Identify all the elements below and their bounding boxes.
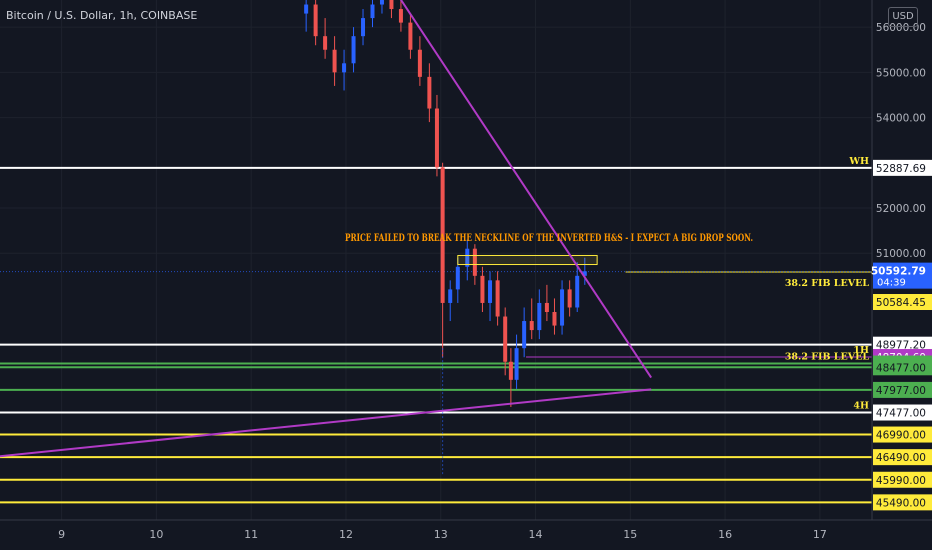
price-badge-label: 48977.20	[876, 340, 926, 352]
y-tick-label: 55000.00	[876, 67, 926, 79]
candle-body	[351, 36, 356, 64]
y-tick-label: 51000.00	[876, 248, 926, 260]
y-tick-label: 54000.00	[876, 113, 926, 125]
candle-body	[389, 0, 394, 10]
neckline-box[interactable]	[457, 254, 598, 266]
candle-body	[529, 321, 534, 331]
x-tick-label: 14	[529, 528, 543, 541]
currency-button[interactable]: USD	[888, 7, 918, 27]
level-tag: WH	[848, 156, 869, 167]
x-tick-label: 11	[244, 528, 258, 541]
x-tick-label: 13	[434, 528, 448, 541]
price-badge-label: 47477.00	[876, 408, 926, 420]
price-badge-label: 47977.00	[876, 385, 926, 397]
candle-body	[370, 4, 375, 19]
x-tick-label: 12	[339, 528, 353, 541]
candle-body	[508, 361, 513, 380]
symbol-title: Bitcoin / U.S. Dollar, 1h, COINBASE	[6, 9, 198, 22]
candle-body	[552, 312, 557, 326]
countdown-label: 04:39	[877, 278, 906, 289]
price-badge	[873, 359, 932, 376]
candle-body	[408, 22, 413, 50]
price-badge-label: 46990.00	[876, 430, 926, 442]
candle-body	[544, 302, 549, 312]
chart-grid	[0, 0, 872, 520]
candle-body	[427, 76, 432, 109]
current-price-label: 50592.79	[871, 266, 926, 278]
price-badge	[873, 449, 932, 466]
candle-body	[417, 49, 422, 77]
candle-body	[342, 63, 347, 73]
candle-body	[495, 280, 500, 317]
x-tick-label: 17	[813, 528, 827, 541]
x-tick-label: 16	[718, 528, 732, 541]
candle-body	[304, 4, 309, 14]
candle-body	[379, 0, 384, 5]
fib-level-tag: 38.2 FIB LEVEL	[785, 278, 870, 289]
candle-body	[434, 108, 439, 168]
candle-body	[582, 271, 587, 276]
candle-body	[472, 248, 477, 276]
ascending-trendline[interactable]	[0, 388, 652, 458]
candle-body	[567, 289, 572, 308]
candle-body	[537, 302, 542, 331]
candle-body	[313, 4, 318, 37]
price-badge	[873, 336, 932, 353]
candle-body	[503, 316, 508, 362]
x-tick-label: 10	[149, 528, 163, 541]
candle-body	[398, 9, 403, 23]
price-badge-label: 45490.00	[876, 497, 926, 509]
price-badge-label: 46490.00	[876, 452, 926, 464]
candle-body	[332, 49, 337, 73]
price-badge	[873, 494, 932, 511]
annotation-text[interactable]: PRICE FAILED TO BREAK THE NECKLINE OF TH…	[345, 233, 753, 244]
price-badge-label: 48477.00	[876, 362, 926, 374]
y-tick-label: 56000.00	[876, 22, 926, 34]
candle-body	[323, 36, 328, 50]
candle-body	[575, 275, 580, 308]
price-badge	[873, 426, 932, 443]
level-tag: 4H	[853, 401, 869, 412]
drawing-overlays: PRICE FAILED TO BREAK THE NECKLINE OF TH…	[0, 0, 753, 475]
candle-body	[480, 275, 485, 303]
candlesticks	[304, 0, 587, 407]
candle-body	[455, 266, 460, 290]
candle-body	[440, 167, 445, 303]
price-badge	[873, 471, 932, 488]
descending-trendline[interactable]	[398, 0, 652, 379]
candle-body	[361, 18, 366, 37]
price-badge-label: 45990.00	[876, 475, 926, 487]
candle-body	[514, 348, 519, 380]
current-price-badge	[873, 262, 932, 289]
price-badge	[873, 159, 932, 176]
price-badge	[873, 404, 932, 421]
price-badge-label: 52887.69	[876, 163, 926, 175]
price-badge	[873, 381, 932, 398]
candle-body	[522, 321, 527, 349]
candle-body	[448, 289, 453, 303]
level-tag: 38.2 FIB LEVEL	[785, 352, 870, 363]
level-tag: 1H	[853, 345, 869, 356]
fib-price-badge	[873, 294, 932, 311]
fib-price-label: 50584.45	[876, 297, 926, 309]
y-tick-label: 52000.00	[876, 203, 926, 215]
x-tick-label: 9	[58, 528, 65, 541]
candle-body	[488, 280, 493, 303]
time-axis[interactable]: 9 10 11 12 13 14 15 16 17	[0, 519, 932, 541]
x-tick-label: 15	[623, 528, 637, 541]
price-axis[interactable]: 56000.00 55000.00 54000.00 52000.00 51000.00…	[871, 0, 932, 550]
candle-body	[465, 248, 470, 267]
candle-body	[560, 289, 565, 326]
